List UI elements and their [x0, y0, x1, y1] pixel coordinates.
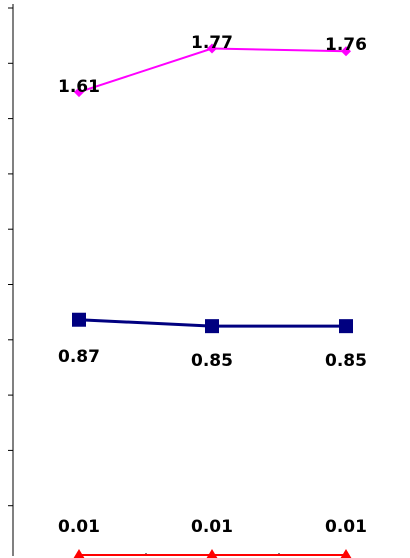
series-2-point — [339, 319, 353, 334]
data-label: 0.01 — [58, 517, 100, 537]
axes — [8, 4, 280, 556]
series-2-point — [72, 312, 86, 327]
series-3-point — [206, 549, 218, 558]
series-2-point — [205, 319, 219, 334]
data-label: 0.85 — [325, 351, 367, 371]
data-label: 1.61 — [58, 77, 100, 97]
data-label: 1.76 — [325, 35, 367, 55]
series-3-point — [340, 549, 352, 558]
series-1-point — [74, 87, 84, 98]
data-label: 0.85 — [191, 351, 233, 371]
data-label: 0.87 — [58, 347, 100, 367]
series-1-point — [207, 43, 217, 54]
series-line-1 — [78, 47, 347, 94]
series-3-point — [73, 549, 85, 558]
series-layer — [72, 43, 353, 558]
data-labels: 1.61 1.77 1.76 0.87 0.85 0.85 0.01 0.01 0.01 — [58, 33, 367, 537]
data-label: 1.77 — [191, 33, 233, 53]
data-label: 0.01 — [191, 517, 233, 537]
series-1-point — [341, 46, 351, 57]
data-label: 0.01 — [325, 517, 367, 537]
